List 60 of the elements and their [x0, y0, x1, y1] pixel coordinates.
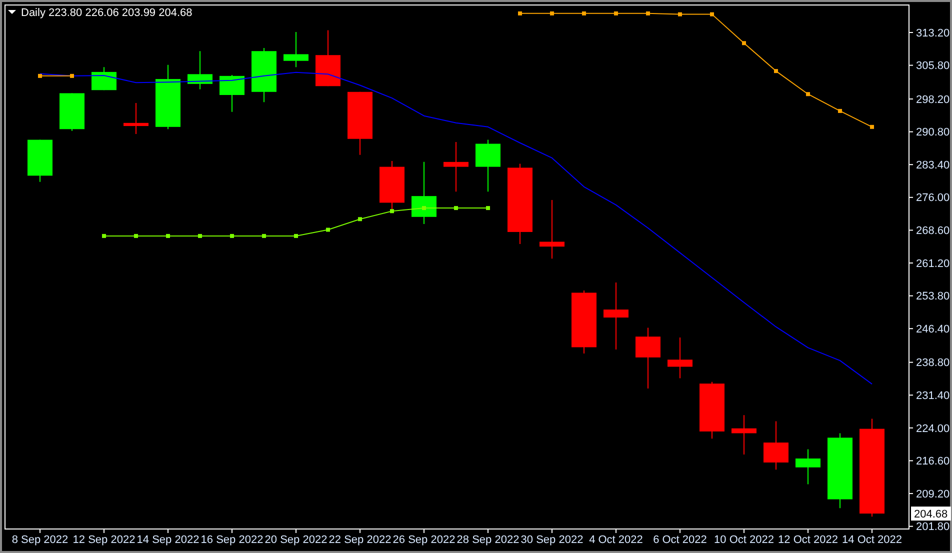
x-tick-label: 12 Sep 2022 [72, 534, 136, 546]
point [422, 206, 426, 210]
y-tick-label: 305.80 [916, 60, 950, 72]
x-tick-label: 6 Oct 2022 [653, 534, 707, 546]
point [742, 41, 746, 46]
y-tick-label: 216.60 [916, 456, 950, 468]
x-tick-label: 22 Sep 2022 [328, 534, 392, 546]
point [38, 74, 42, 78]
point [582, 11, 586, 16]
x-tick-label: 8 Sep 2022 [12, 534, 68, 546]
point [134, 234, 138, 238]
point [326, 228, 330, 232]
y-tick-label: 261.20 [916, 258, 950, 270]
y-tick-label: 253.80 [916, 290, 950, 303]
x-tick-label: 30 Sep 2022 [520, 534, 584, 546]
point [870, 124, 874, 129]
point [774, 69, 778, 74]
point [678, 12, 682, 16]
y-tick-label: 283.40 [916, 159, 950, 172]
y-tick-label: 298.20 [916, 94, 950, 106]
x-tick-label: 4 Oct 2022 [589, 534, 643, 546]
y-tick-label: 276.00 [916, 192, 950, 204]
point [166, 234, 170, 238]
y-tick-label: 224.00 [916, 422, 950, 435]
point [614, 11, 618, 16]
point [70, 74, 74, 78]
point [550, 11, 554, 16]
x-tick-label: 14 Sep 2022 [136, 534, 200, 546]
x-tick-label: 16 Sep 2022 [200, 534, 264, 546]
y-tick-label: 290.80 [916, 126, 950, 139]
point [102, 234, 106, 238]
point [486, 206, 490, 210]
x-tick-label: 12 Oct 2022 [778, 534, 838, 546]
point [454, 206, 458, 210]
point [294, 234, 298, 238]
point [838, 108, 842, 113]
annotation: 204.68 [914, 508, 948, 520]
point [198, 234, 202, 238]
point [390, 209, 394, 214]
y-tick-label: 201.80 [916, 521, 950, 534]
line-series [40, 72, 872, 385]
chart-title: Daily 223.80 226.06 203.99 204.68 [21, 7, 192, 19]
point [518, 11, 522, 16]
y-tick-label: 209.20 [916, 488, 950, 500]
x-tick-label: 26 Sep 2022 [392, 534, 456, 546]
y-tick-label: 246.40 [916, 323, 950, 336]
x-tick-label: 14 Oct 2022 [842, 534, 902, 546]
x-tick-label: 10 Oct 2022 [714, 534, 774, 546]
point [710, 12, 714, 16]
y-tick-label: 238.80 [916, 357, 950, 370]
point [262, 234, 266, 238]
x-tick-label: 28 Sep 2022 [456, 534, 520, 546]
point [230, 234, 234, 238]
point [806, 92, 810, 96]
y-tick-label: 313.20 [916, 27, 950, 40]
y-tick-label: 231.40 [916, 390, 950, 402]
point [358, 217, 362, 222]
y-tick-label: 268.60 [916, 225, 950, 238]
point [646, 11, 650, 16]
x-tick-label: 20 Sep 2022 [264, 534, 328, 546]
